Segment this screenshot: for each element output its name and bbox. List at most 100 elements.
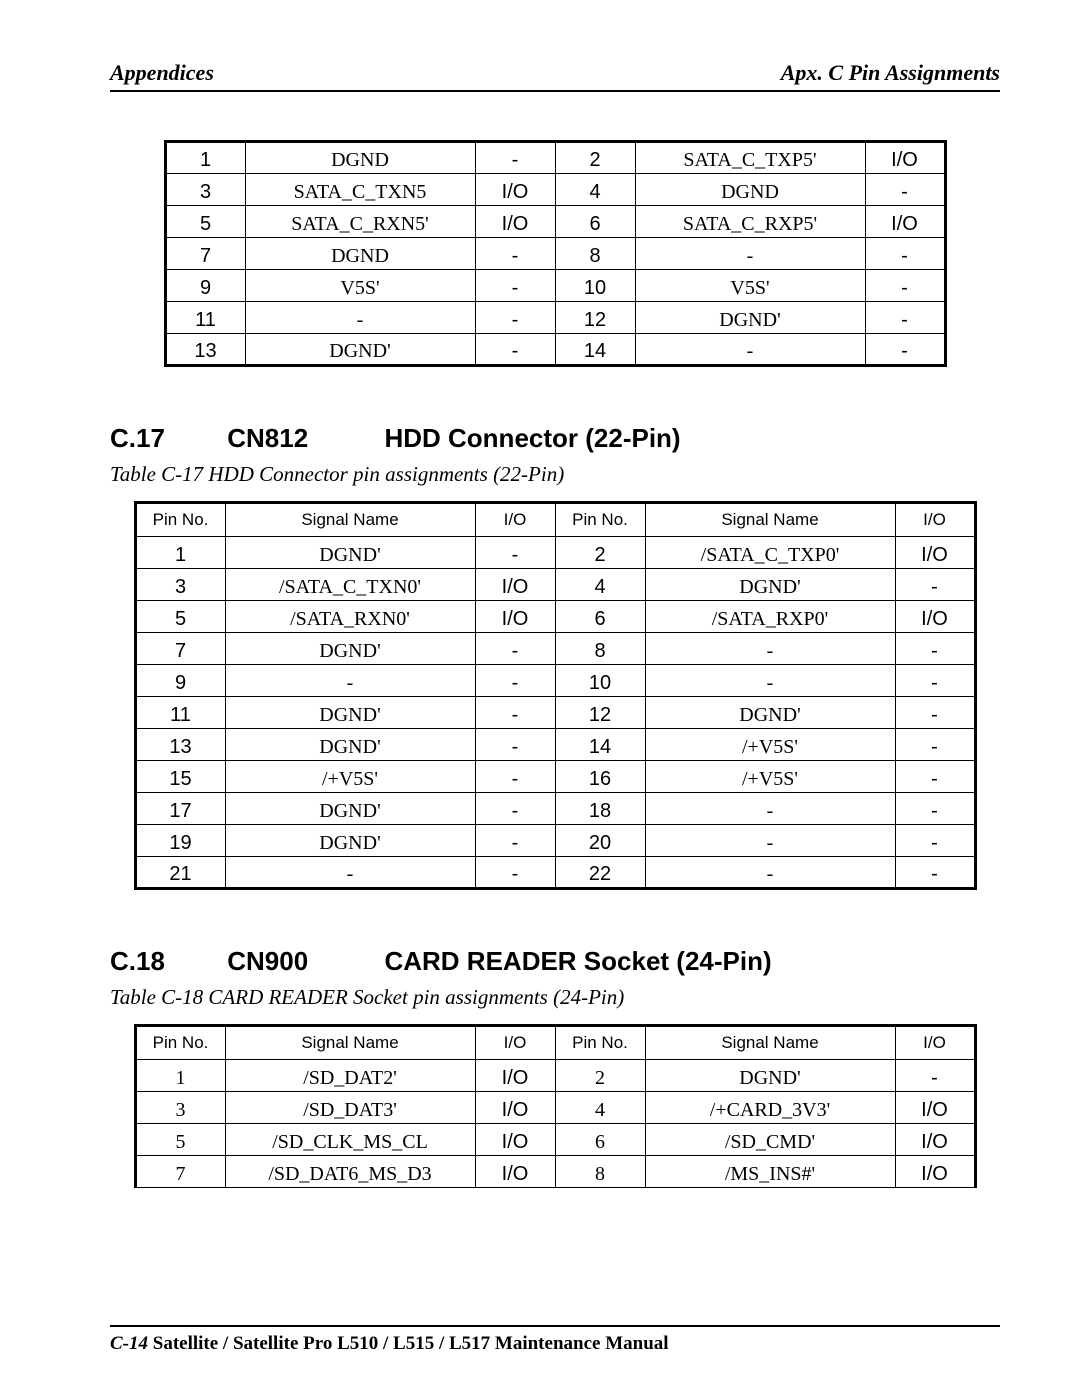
io-dir: -: [895, 825, 975, 857]
pin-no: 5: [135, 1124, 225, 1156]
io-dir: I/O: [475, 1124, 555, 1156]
signal-name: /SD_DAT6_MS_D3: [225, 1156, 475, 1188]
signal-name: /SATA_C_TXN0': [225, 569, 475, 601]
section-title: CARD READER Socket (24-Pin): [384, 946, 771, 976]
footer-page: C-14: [110, 1333, 148, 1354]
col-header: Signal Name: [225, 1026, 475, 1060]
signal-name: /SD_CLK_MS_CL: [225, 1124, 475, 1156]
pin-no: 13: [135, 729, 225, 761]
signal-name: DGND: [635, 174, 865, 206]
signal-name: -: [645, 633, 895, 665]
signal-name: V5S': [245, 270, 475, 302]
io-dir: -: [895, 729, 975, 761]
signal-name: -: [645, 825, 895, 857]
table-3-wrap: Pin No.Signal NameI/OPin No.Signal NameI…: [110, 1024, 1000, 1188]
signal-name: /+CARD_3V3': [645, 1092, 895, 1124]
pin-no: 1: [135, 537, 225, 569]
io-dir: -: [475, 142, 555, 174]
io-dir: -: [475, 270, 555, 302]
pin-no: 1: [135, 1060, 225, 1092]
io-dir: -: [475, 729, 555, 761]
col-header: I/O: [475, 503, 555, 537]
signal-name: V5S': [635, 270, 865, 302]
footer-title: Satellite / Satellite Pro L510 / L515 / …: [148, 1333, 669, 1354]
section-c18-heading: C.18 CN900 CARD READER Socket (24-Pin): [110, 946, 1000, 977]
signal-name: DGND': [635, 302, 865, 334]
signal-name: -: [645, 793, 895, 825]
io-dir: -: [475, 302, 555, 334]
col-header: Pin No.: [135, 503, 225, 537]
signal-name: DGND: [245, 142, 475, 174]
pin-no: 11: [135, 697, 225, 729]
section-num: C.17: [110, 423, 220, 454]
col-header: Signal Name: [645, 1026, 895, 1060]
io-dir: I/O: [475, 601, 555, 633]
pin-no: 8: [555, 633, 645, 665]
signal-name: /SD_DAT2': [225, 1060, 475, 1092]
io-dir: I/O: [865, 142, 945, 174]
signal-name: /+V5S': [225, 761, 475, 793]
signal-name: DGND': [225, 729, 475, 761]
pin-no: 6: [555, 1124, 645, 1156]
pin-no: 17: [135, 793, 225, 825]
io-dir: -: [475, 537, 555, 569]
pin-no: 3: [165, 174, 245, 206]
io-dir: -: [475, 334, 555, 366]
signal-name: -: [645, 665, 895, 697]
header-left: Appendices: [110, 60, 214, 86]
pin-no: 2: [555, 142, 635, 174]
col-header: Pin No.: [135, 1026, 225, 1060]
signal-name: /MS_INS#': [645, 1156, 895, 1188]
io-dir: -: [475, 697, 555, 729]
pin-no: 3: [135, 569, 225, 601]
pin-no: 1: [165, 142, 245, 174]
col-header: I/O: [475, 1026, 555, 1060]
pin-no: 7: [135, 1156, 225, 1188]
pin-table: Pin No.Signal NameI/OPin No.Signal NameI…: [134, 1024, 977, 1188]
signal-name: -: [635, 238, 865, 270]
pin-table: Pin No.Signal NameI/OPin No.Signal NameI…: [134, 501, 977, 890]
signal-name: SATA_C_RXP5': [635, 206, 865, 238]
section-c17-heading: C.17 CN812 HDD Connector (22-Pin): [110, 423, 1000, 454]
io-dir: I/O: [475, 206, 555, 238]
signal-name: /+V5S': [645, 729, 895, 761]
io-dir: I/O: [475, 1060, 555, 1092]
signal-name: /SATA_RXP0': [645, 601, 895, 633]
table-c18-caption: Table C-18 CARD READER Socket pin assign…: [110, 985, 1000, 1010]
signal-name: SATA_C_TXN5: [245, 174, 475, 206]
pin-no: 5: [165, 206, 245, 238]
io-dir: -: [895, 665, 975, 697]
io-dir: -: [475, 238, 555, 270]
pin-no: 22: [555, 857, 645, 889]
header-right: Apx. C Pin Assignments: [781, 60, 1000, 86]
pin-no: 5: [135, 601, 225, 633]
io-dir: I/O: [475, 174, 555, 206]
io-dir: -: [895, 857, 975, 889]
io-dir: -: [475, 761, 555, 793]
signal-name: /SATA_RXN0': [225, 601, 475, 633]
col-header: Pin No.: [555, 503, 645, 537]
pin-table: 1DGND-2SATA_C_TXP5'I/O3SATA_C_TXN5I/O4DG…: [164, 140, 947, 367]
signal-name: -: [225, 857, 475, 889]
io-dir: -: [895, 1060, 975, 1092]
pin-no: 6: [555, 206, 635, 238]
col-header: Pin No.: [555, 1026, 645, 1060]
section-code: CN812: [227, 423, 377, 454]
page-header: Appendices Apx. C Pin Assignments: [110, 60, 1000, 92]
signal-name: /+V5S': [645, 761, 895, 793]
pin-no: 14: [555, 334, 635, 366]
pin-no: 10: [555, 665, 645, 697]
signal-name: -: [225, 665, 475, 697]
io-dir: I/O: [895, 1124, 975, 1156]
io-dir: I/O: [895, 1092, 975, 1124]
section-num: C.18: [110, 946, 220, 977]
io-dir: I/O: [895, 1156, 975, 1188]
io-dir: -: [475, 825, 555, 857]
io-dir: -: [865, 270, 945, 302]
io-dir: I/O: [895, 601, 975, 633]
pin-no: 8: [555, 238, 635, 270]
signal-name: DGND': [645, 697, 895, 729]
signal-name: SATA_C_RXN5': [245, 206, 475, 238]
io-dir: -: [865, 302, 945, 334]
col-header: I/O: [895, 1026, 975, 1060]
